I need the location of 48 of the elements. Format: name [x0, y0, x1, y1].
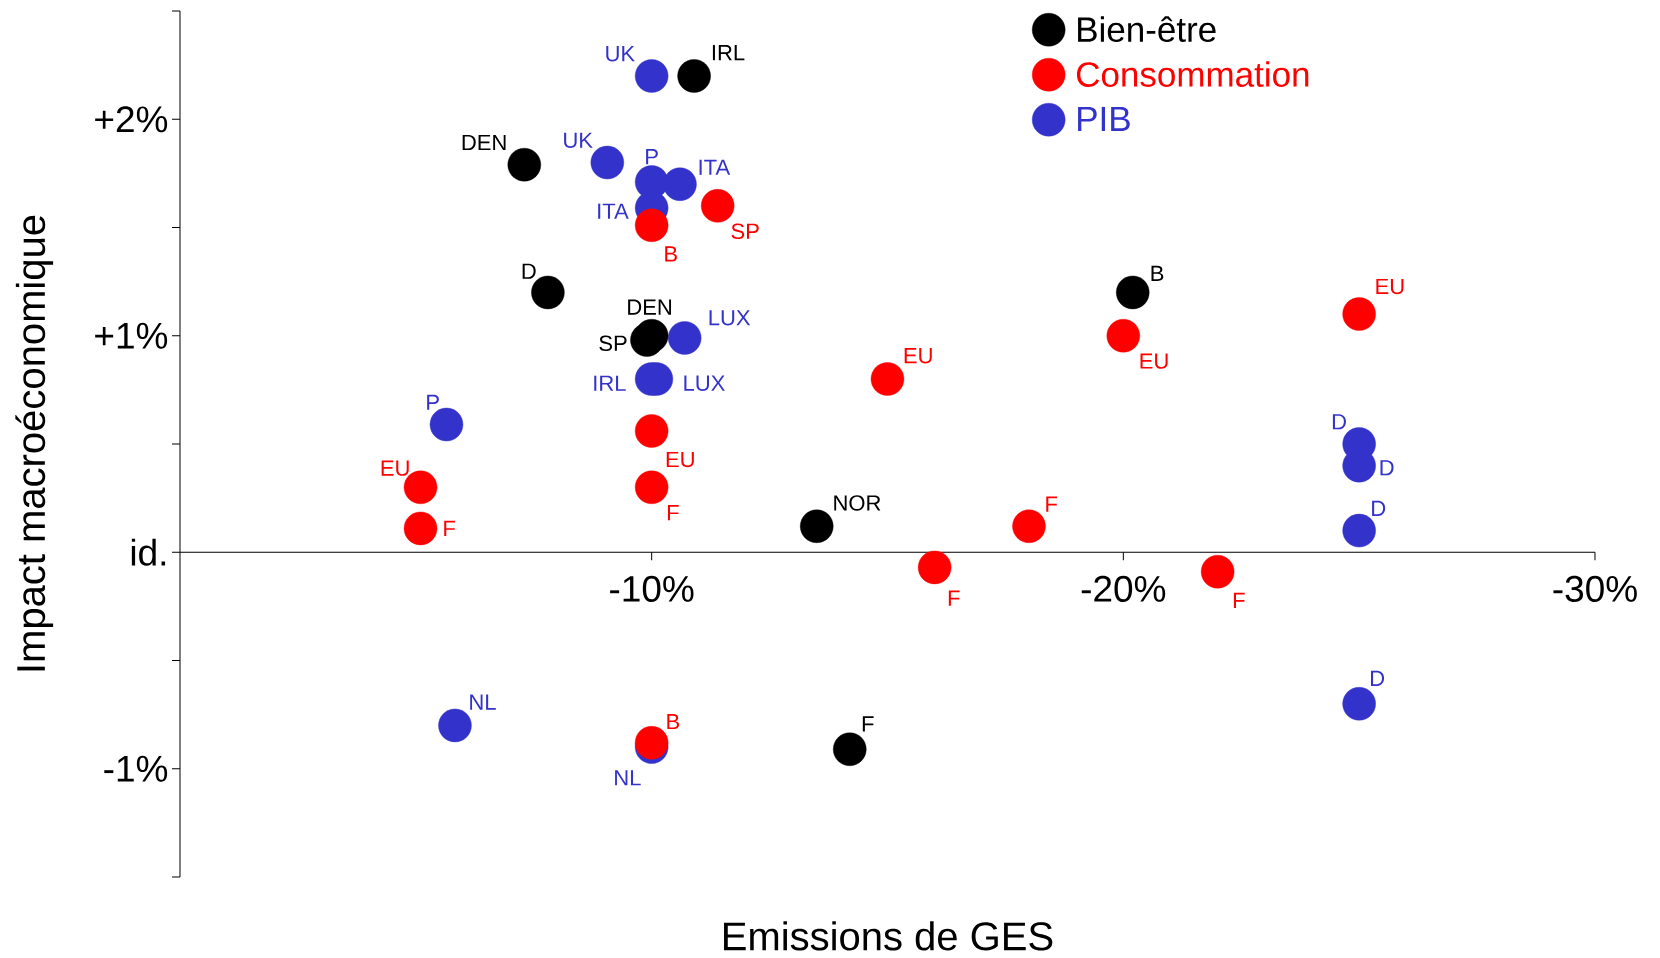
annotation: LUX	[684, 375, 725, 391]
annotation: F	[1233, 592, 1245, 608]
annotation: EU	[904, 348, 932, 364]
legend-label: Consommation	[1076, 61, 1309, 87]
annotation: D	[522, 263, 536, 279]
legend-label: Bien-être	[1078, 16, 1216, 43]
annotation: F	[862, 716, 874, 732]
annotation: DEN	[462, 134, 506, 151]
annotation: SP	[731, 223, 759, 240]
annotation: B	[667, 713, 680, 730]
annotation: EU	[666, 451, 694, 468]
annotation: DEN	[628, 299, 671, 315]
annotation: D	[1380, 460, 1394, 476]
annotation: P	[427, 394, 439, 410]
annotation: EU	[1376, 278, 1404, 295]
annotation: NL	[470, 694, 496, 710]
annotation: IRL	[712, 45, 745, 61]
annotation: UK	[564, 132, 593, 149]
annotation: EU	[381, 460, 409, 476]
annotation: F	[948, 590, 960, 606]
annotation: ITA	[699, 159, 731, 175]
x-axis-title: Emissions de GES	[724, 921, 1053, 951]
annotation: NOR	[834, 495, 881, 511]
annotation: D	[1332, 414, 1346, 430]
x-tick-label: -30%	[1553, 575, 1637, 602]
annotation: SP	[599, 335, 627, 352]
legend-label: PIB	[1078, 106, 1130, 131]
annotation: D	[1371, 670, 1385, 686]
y-tick-label: id.	[131, 538, 166, 566]
y-tick-label: +1%	[95, 322, 168, 349]
annotation: B	[665, 246, 677, 262]
annotation: EU	[1140, 353, 1168, 369]
annotation: F	[667, 505, 679, 521]
annotation: IRL	[594, 375, 626, 391]
annotation: NL	[615, 770, 641, 786]
annotation: D	[1372, 500, 1386, 516]
annotation: F	[1046, 496, 1058, 512]
y-axis-title: Impact macroéconomique	[15, 215, 54, 671]
annotation: UK	[606, 46, 635, 62]
x-tick-label: -20%	[1081, 575, 1166, 602]
annotation: F	[444, 520, 455, 536]
annotation: ITA	[598, 203, 629, 219]
annotation: P	[646, 149, 658, 165]
y-tick-label: +2%	[95, 106, 168, 133]
annotation: B	[1151, 265, 1164, 281]
annotation: LUX	[709, 310, 751, 326]
x-tick-label: -10%	[610, 575, 694, 602]
y-tick-label: -1%	[104, 755, 168, 782]
